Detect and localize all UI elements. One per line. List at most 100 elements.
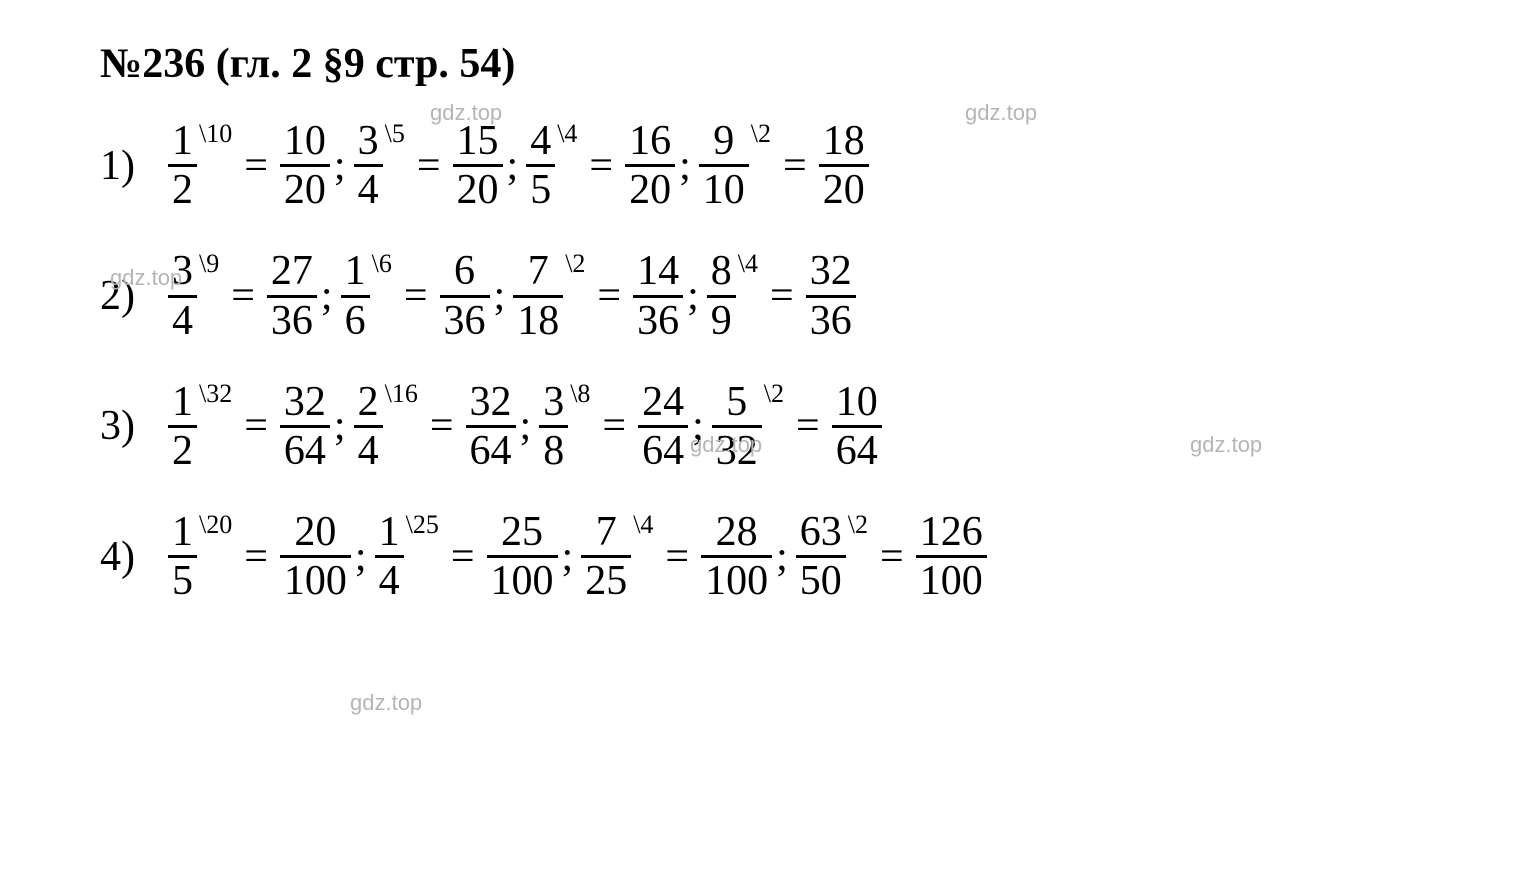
fraction: 1436 <box>633 248 683 343</box>
fraction-denominator: 5 <box>168 558 197 604</box>
fraction-numerator: 4 <box>526 118 555 164</box>
fraction-numerator: 3 <box>354 118 383 164</box>
multiplier-superscript: \2 <box>751 119 771 149</box>
fraction: 2736 <box>267 248 317 343</box>
fraction-denominator: 100 <box>487 558 558 604</box>
fraction: 3236 <box>806 248 856 343</box>
fraction: 725 <box>581 509 631 604</box>
fraction-numerator: 1 <box>375 509 404 555</box>
fraction: 25100 <box>487 509 558 604</box>
fraction-numerator: 126 <box>916 509 987 555</box>
multiplier-superscript: \4 <box>738 249 758 279</box>
fraction-denominator: 64 <box>280 428 330 474</box>
fraction-numerator: 7 <box>592 509 621 555</box>
multiplier-superscript: \25 <box>406 510 439 540</box>
multiplier-superscript: \5 <box>385 119 405 149</box>
fraction: 38 <box>539 379 568 474</box>
fraction: 1020 <box>280 118 330 213</box>
fraction: 24 <box>354 379 383 474</box>
fraction: 1620 <box>625 118 675 213</box>
fraction-numerator: 16 <box>625 118 675 164</box>
fraction-denominator: 100 <box>916 558 987 604</box>
fraction-numerator: 1 <box>168 379 197 425</box>
fraction-denominator: 20 <box>625 167 675 213</box>
fraction-numerator: 8 <box>707 248 736 294</box>
fraction-denominator: 2 <box>168 167 197 213</box>
equals: = <box>244 142 268 190</box>
equals: = <box>244 402 268 450</box>
fraction-denominator: 4 <box>354 167 383 213</box>
equals: = <box>665 533 689 581</box>
fraction-numerator: 18 <box>819 118 869 164</box>
fraction: 20100 <box>280 509 351 604</box>
equals: = <box>404 272 428 320</box>
multiplier-superscript: \2 <box>764 379 784 409</box>
fraction-denominator: 36 <box>267 298 317 344</box>
fraction-denominator: 9 <box>707 298 736 344</box>
fraction: 1064 <box>832 379 882 474</box>
fraction-numerator: 1 <box>168 118 197 164</box>
fraction: 718 <box>513 248 563 343</box>
watermark: gdz.top <box>350 690 422 716</box>
fraction-numerator: 9 <box>709 118 738 164</box>
multiplier-superscript: \32 <box>199 379 232 409</box>
fraction-denominator: 36 <box>633 298 683 344</box>
separator: ; <box>562 533 574 581</box>
fraction-denominator: 50 <box>796 558 846 604</box>
fraction: 2464 <box>638 379 688 474</box>
fraction-denominator: 20 <box>453 167 503 213</box>
multiplier-superscript: \2 <box>848 510 868 540</box>
separator: ; <box>494 272 506 320</box>
separator: ; <box>321 272 333 320</box>
separator: ; <box>776 533 788 581</box>
fraction-numerator: 32 <box>806 248 856 294</box>
equals: = <box>796 402 820 450</box>
fraction: 14 <box>375 509 404 604</box>
fraction: 45 <box>526 118 555 213</box>
equals: = <box>602 402 626 450</box>
fraction-numerator: 10 <box>280 118 330 164</box>
fraction-numerator: 5 <box>722 379 751 425</box>
multiplier-superscript: \9 <box>199 249 219 279</box>
fraction: 910 <box>699 118 749 213</box>
solution-row: 3)12\32=3264;24\16=3264;38\8=2464;532\2=… <box>100 379 1414 474</box>
problem-header: №236 (гл. 2 §9 стр. 54) <box>100 40 1414 88</box>
fraction: 636 <box>440 248 490 343</box>
separator: ; <box>692 402 704 450</box>
solution-row: 4)15\20=20100;14\25=25100;725\4=28100;63… <box>100 509 1414 604</box>
fraction-numerator: 2 <box>354 379 383 425</box>
separator: ; <box>679 142 691 190</box>
equals: = <box>417 142 441 190</box>
fraction-denominator: 64 <box>466 428 516 474</box>
fraction-numerator: 32 <box>280 379 330 425</box>
solution-row: 1)12\10=1020;34\5=1520;45\4=1620;910\2=1… <box>100 118 1414 213</box>
fraction-denominator: 64 <box>638 428 688 474</box>
equals: = <box>783 142 807 190</box>
row-number: 1) <box>100 142 156 190</box>
fraction-numerator: 28 <box>712 509 762 555</box>
equals: = <box>589 142 613 190</box>
fraction: 28100 <box>701 509 772 604</box>
header-number: 236 <box>142 41 205 87</box>
header-prefix: № <box>100 41 142 87</box>
multiplier-superscript: \20 <box>199 510 232 540</box>
fraction-numerator: 7 <box>524 248 553 294</box>
fraction-denominator: 100 <box>701 558 772 604</box>
fraction-numerator: 1 <box>341 248 370 294</box>
fraction: 3264 <box>466 379 516 474</box>
fraction-denominator: 8 <box>539 428 568 474</box>
fraction: 6350 <box>796 509 846 604</box>
fraction-denominator: 36 <box>806 298 856 344</box>
fraction: 3264 <box>280 379 330 474</box>
fraction-numerator: 6 <box>450 248 479 294</box>
multiplier-superscript: \6 <box>372 249 392 279</box>
fraction: 12 <box>168 118 197 213</box>
rows-container: 1)12\10=1020;34\5=1520;45\4=1620;910\2=1… <box>100 118 1414 605</box>
fraction-denominator: 4 <box>375 558 404 604</box>
separator: ; <box>687 272 699 320</box>
fraction: 34 <box>354 118 383 213</box>
fraction: 16 <box>341 248 370 343</box>
fraction: 126100 <box>916 509 987 604</box>
multiplier-superscript: \4 <box>557 119 577 149</box>
fraction-numerator: 14 <box>633 248 683 294</box>
